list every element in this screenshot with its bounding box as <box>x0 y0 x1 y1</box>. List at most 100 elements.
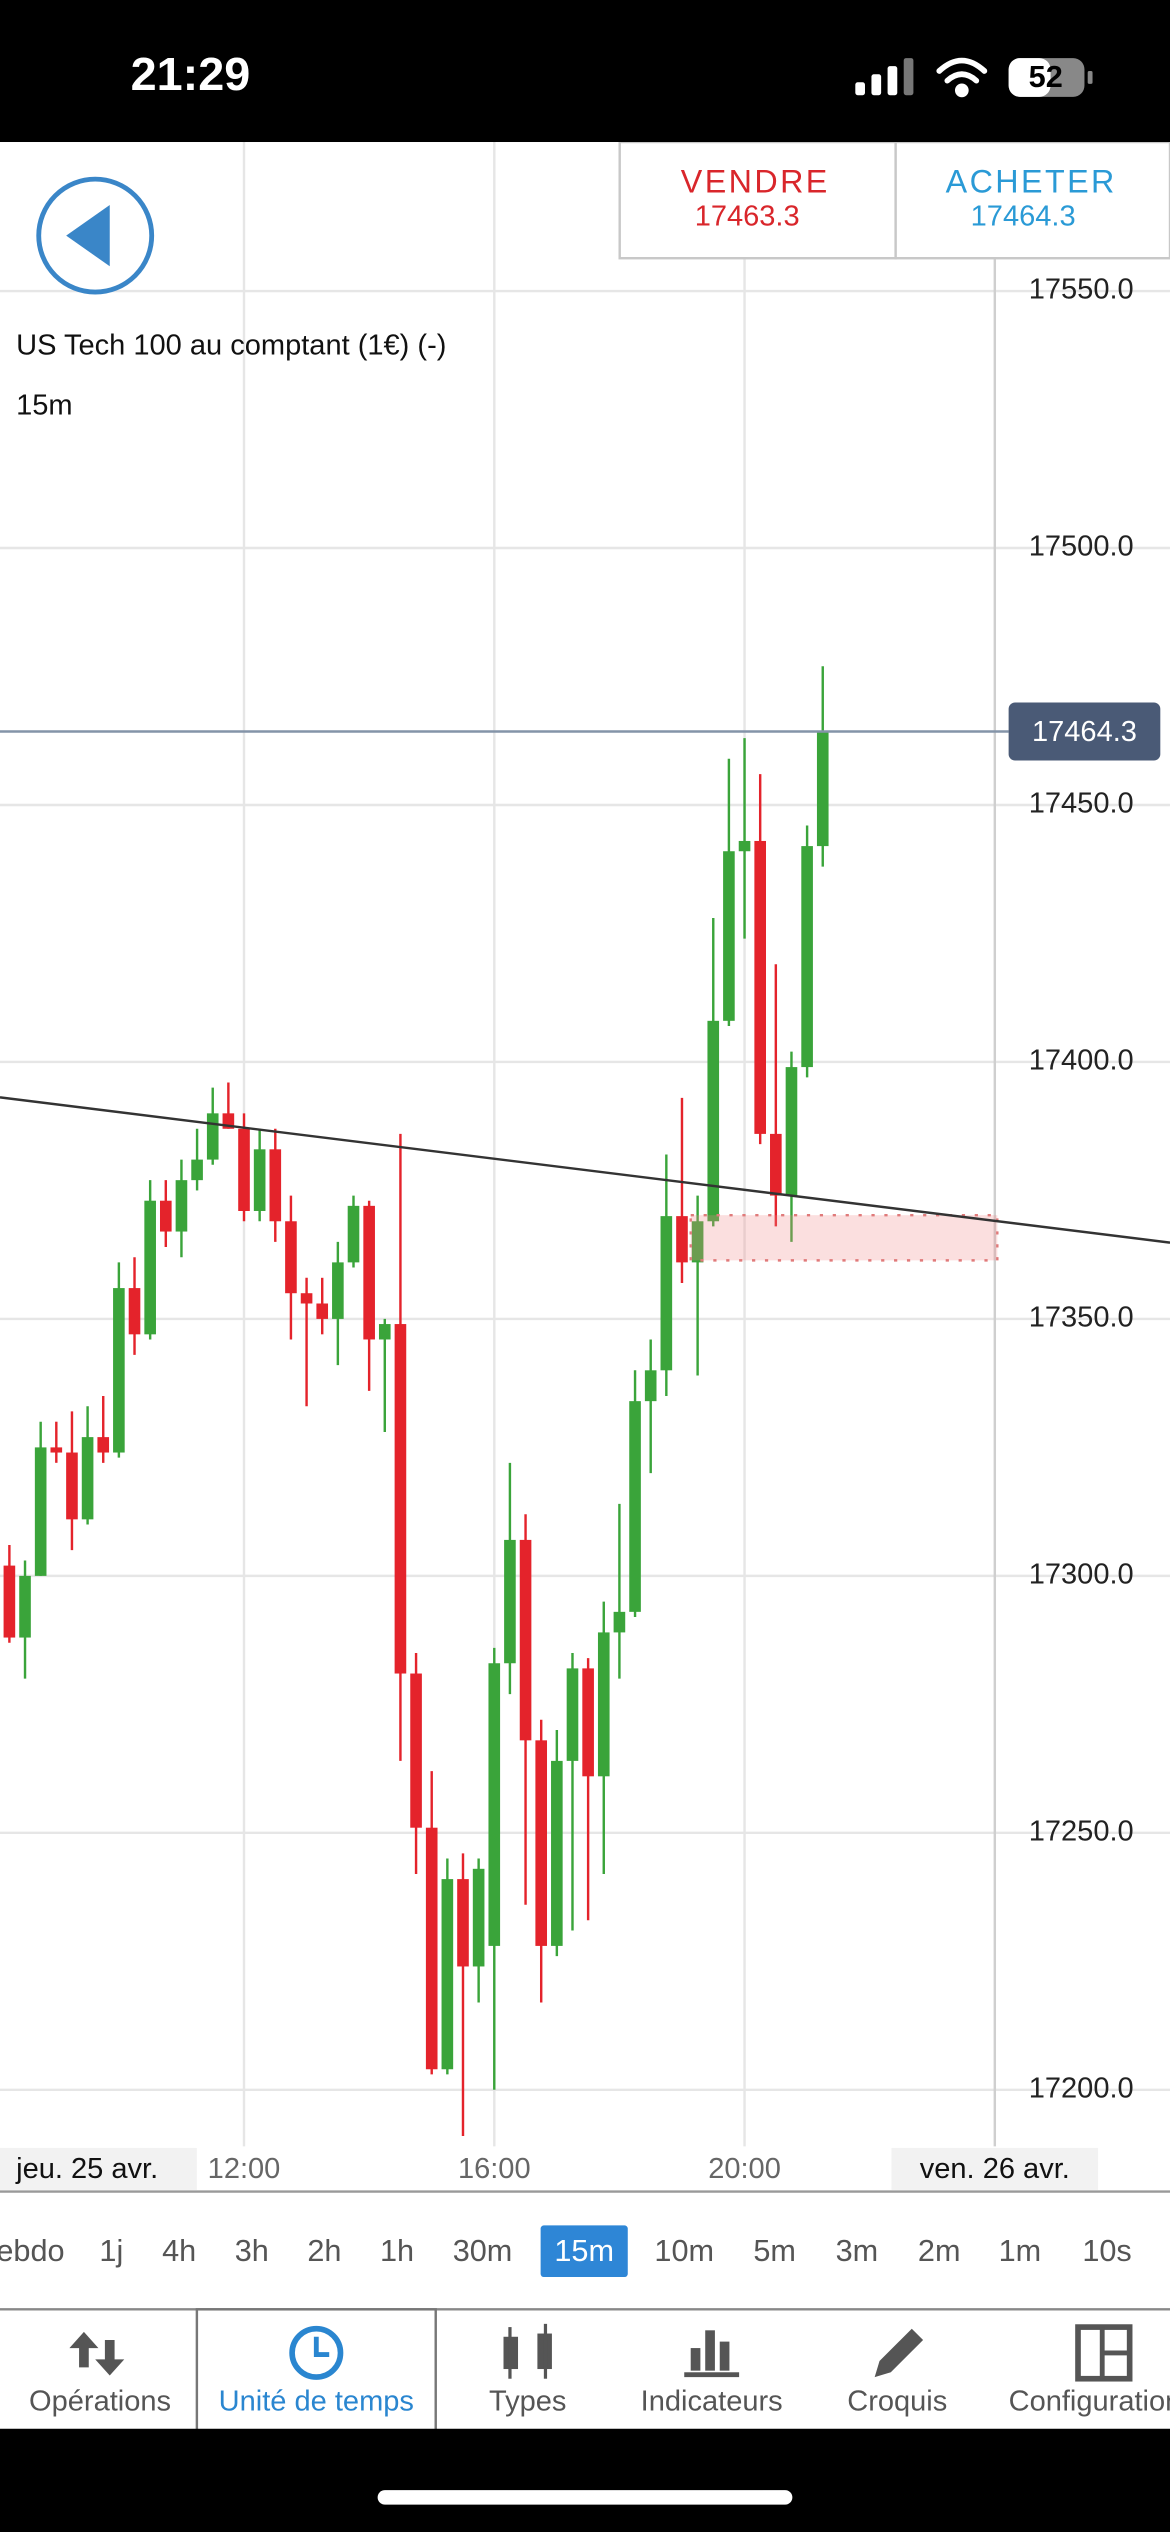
candle-body <box>97 1437 110 1453</box>
candle-body <box>159 1200 172 1232</box>
timeframe[interactable]: 1m <box>999 2234 1042 2268</box>
sell-price: 17463.3 <box>695 201 800 233</box>
timeframe[interactable]: Hebdo <box>0 2234 65 2268</box>
tab-icons <box>69 2323 1133 2382</box>
candle-body <box>629 1401 641 1612</box>
candle-body <box>504 1539 516 1664</box>
home-indicator[interactable] <box>377 2490 793 2505</box>
y-tick-label: 17500.0 <box>1029 531 1134 563</box>
x-start-label: jeu. 25 avr. <box>15 2153 158 2185</box>
candle-body <box>676 1216 688 1263</box>
trend-line <box>0 1096 1170 1244</box>
timeframe[interactable]: 10m <box>654 2234 714 2268</box>
candle-body <box>316 1303 329 1319</box>
x-label-bg <box>891 2147 1099 2190</box>
candle-body <box>347 1205 360 1263</box>
price-tag-text: 17464.3 <box>1032 716 1137 748</box>
back-icon <box>66 204 110 267</box>
candle-body <box>206 1113 219 1160</box>
x-tick-label: 12:00 <box>208 2153 281 2185</box>
timeframe[interactable]: 3m <box>836 2234 879 2268</box>
timeframe[interactable]: 5m <box>753 2234 796 2268</box>
candle-body <box>378 1324 391 1340</box>
candle-body <box>410 1673 422 1828</box>
candle-body <box>19 1575 31 1638</box>
timeframe[interactable]: 15m <box>554 2234 614 2268</box>
chart-subtitle: 15m <box>16 389 72 421</box>
timeframe[interactable]: 2m <box>918 2234 961 2268</box>
candle-body <box>613 1611 626 1633</box>
candle-body <box>50 1447 63 1453</box>
y-tick-label: 17250.0 <box>1029 1816 1134 1848</box>
candle-body <box>175 1180 188 1232</box>
candle-body <box>597 1632 610 1777</box>
timeframe-bar: Hebdo 1j 4h 3h 2h 1h 30m 15m 10m 5m 3m 2m 1m 10s <box>0 2225 1132 2278</box>
candle-body <box>394 1324 407 1674</box>
timeframe[interactable]: 3h <box>235 2234 269 2268</box>
chart: 17464.3 17200.0 17250.0 17300.0 17350.0 17400… <box>0 142 1170 2192</box>
timeframe[interactable]: 10s <box>1082 2234 1131 2268</box>
candle-body <box>691 1221 704 1263</box>
candle-body <box>128 1288 141 1335</box>
candle-body <box>472 1868 485 1967</box>
y-tick-label: 17400.0 <box>1029 1045 1134 1077</box>
tab-label[interactable]: Croquis <box>847 2386 947 2418</box>
zone <box>689 1213 999 1262</box>
candle-body <box>363 1205 375 1340</box>
status-bar <box>0 0 1170 143</box>
candle-body <box>285 1221 297 1294</box>
y-tick-label: 17300.0 <box>1029 1559 1134 1591</box>
tab-label[interactable]: Configuration <box>1009 2386 1170 2418</box>
candle-body <box>519 1539 532 1741</box>
candle-body <box>551 1760 563 1946</box>
candle-body <box>816 731 829 847</box>
x-tick-label: 16:00 <box>458 2153 531 2185</box>
timeframe[interactable]: 30m <box>453 2234 513 2268</box>
candle-body <box>238 1128 250 1211</box>
candle-body <box>144 1200 156 1335</box>
x-tick-label: ven. 26 avr. <box>920 2153 1070 2185</box>
candle-body <box>535 1740 548 1946</box>
candle-body <box>441 1879 454 2070</box>
tab-label[interactable]: Opérations <box>29 2386 171 2418</box>
candle-body <box>66 1452 78 1520</box>
buy-button[interactable] <box>894 140 1170 260</box>
x-label-bg <box>0 2147 197 2190</box>
candle-body <box>770 1133 782 1196</box>
timeframe[interactable]: 2h <box>307 2234 341 2268</box>
candle-body <box>644 1370 657 1402</box>
candle-body <box>754 840 766 1134</box>
timeframe[interactable]: 1h <box>380 2234 414 2268</box>
wifi-icon <box>936 57 988 98</box>
timeframe-selected <box>540 2225 628 2278</box>
candle-body <box>707 1020 720 1222</box>
timeframe[interactable]: 4h <box>162 2234 196 2268</box>
battery-level <box>1008 58 1051 97</box>
candle-body <box>34 1447 47 1576</box>
candle-body <box>332 1262 344 1319</box>
tab-label[interactable]: Types <box>489 2386 566 2418</box>
candle-body <box>300 1293 313 1304</box>
candle-body <box>425 1827 438 2070</box>
y-tick-label: 17200.0 <box>1029 2072 1134 2104</box>
candle-body <box>723 851 735 1021</box>
candle-body <box>582 1668 594 1777</box>
battery-text: 52 <box>1029 60 1063 94</box>
sell-label: VENDRE <box>681 164 830 200</box>
y-tick-label: 17550.0 <box>1029 274 1134 306</box>
price-tag <box>1008 702 1161 761</box>
clock: 21:29 <box>131 48 251 100</box>
candle-body <box>269 1149 282 1222</box>
candle-body <box>222 1113 235 1129</box>
buy-price: 17464.3 <box>971 201 1076 233</box>
y-tick-label: 17350.0 <box>1029 1302 1134 1334</box>
tab-label[interactable]: Indicateurs <box>641 2386 783 2418</box>
timeframe[interactable]: 1j <box>99 2234 123 2268</box>
buy-label: ACHETER <box>946 164 1117 200</box>
candle-body <box>801 846 813 1068</box>
tab-label[interactable]: Unité de temps <box>219 2386 414 2418</box>
candle-body <box>738 840 751 852</box>
